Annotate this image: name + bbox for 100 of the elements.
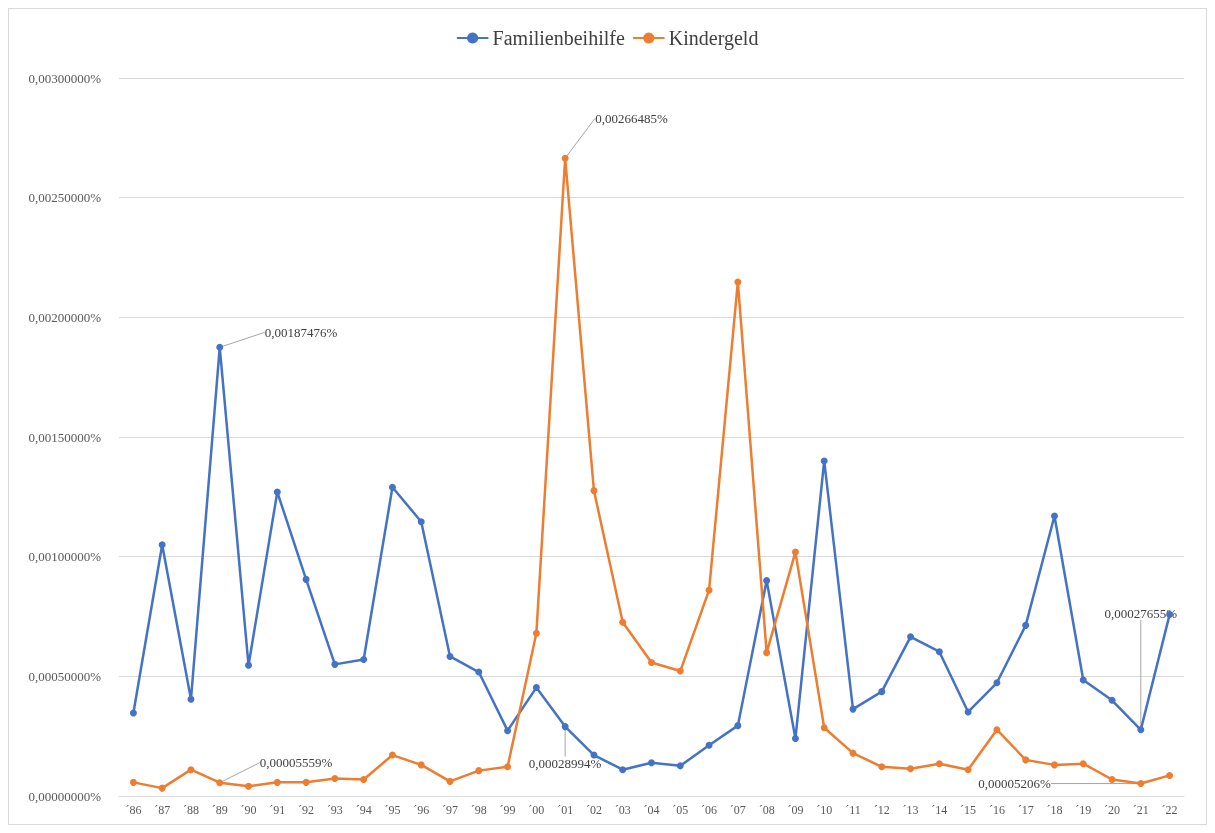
- point: [417, 761, 425, 769]
- point: [1022, 756, 1030, 764]
- point: [417, 518, 425, 526]
- point: [676, 667, 684, 675]
- point: [1137, 780, 1145, 788]
- x-tick-label: ´94: [355, 803, 372, 817]
- point: [129, 709, 137, 717]
- point: [1079, 676, 1087, 684]
- y-tick-label: 0,00000000%: [28, 788, 102, 804]
- point: [791, 735, 799, 743]
- x-tick-label: ´87: [154, 803, 171, 817]
- x-tick-label: ´16: [988, 803, 1005, 817]
- legend-label: Kindergeld: [668, 27, 759, 50]
- point: [1050, 512, 1058, 520]
- point: [302, 575, 310, 583]
- annotation: 0,00005206%: [978, 776, 1051, 792]
- x-tick-label: ´04: [643, 803, 660, 817]
- point: [820, 724, 828, 732]
- point: [216, 779, 224, 787]
- point: [331, 775, 339, 783]
- point: [532, 629, 540, 637]
- point: [791, 548, 799, 556]
- point: [245, 782, 253, 790]
- x-tick-label: ´01: [557, 803, 574, 817]
- point: [993, 726, 1001, 734]
- x-tick-label: ´13: [902, 803, 919, 817]
- point: [907, 765, 915, 773]
- x-tick-label: ´20: [1104, 803, 1121, 817]
- point: [388, 751, 396, 759]
- point: [648, 759, 655, 767]
- x-tick-label: ´95: [384, 803, 401, 817]
- point: [216, 343, 224, 351]
- point: [734, 278, 742, 286]
- x-tick-label: ´07: [729, 803, 746, 817]
- point: [158, 784, 166, 792]
- point: [619, 618, 627, 626]
- point: [648, 658, 655, 666]
- point: [993, 679, 1001, 687]
- x-tick-label: ´10: [816, 803, 833, 817]
- point: [532, 684, 540, 692]
- point: [1050, 761, 1058, 769]
- point: [964, 766, 972, 774]
- x-tick-label: ´86: [125, 803, 142, 817]
- x-tick-label: ´91: [269, 803, 286, 817]
- x-tick-label: ´08: [758, 803, 775, 817]
- x-tick-label: ´00: [528, 803, 545, 817]
- x-tick-label: ´18: [1046, 803, 1063, 817]
- point: [360, 775, 368, 783]
- x-tick-label: ´05: [672, 803, 689, 817]
- x-tick-label: ´92: [298, 803, 315, 817]
- annotation: 0,00028994%: [528, 755, 602, 771]
- point: [1166, 771, 1174, 779]
- legend-label: Familienbeihilfe: [492, 27, 625, 49]
- y-tick-label: 0,00150000%: [28, 429, 102, 445]
- point: [561, 723, 569, 731]
- x-tick-label: ´89: [211, 803, 228, 817]
- point: [475, 668, 483, 676]
- point: [935, 648, 943, 656]
- point: [1108, 775, 1116, 783]
- x-tick-label: ´19: [1075, 803, 1092, 817]
- point: [187, 766, 195, 774]
- point: [619, 766, 627, 774]
- annotation: 0,00005559%: [259, 755, 333, 771]
- point: [446, 652, 454, 660]
- point: [245, 661, 253, 669]
- point: [331, 660, 339, 668]
- x-tick-label: ´02: [585, 803, 602, 817]
- y-tick-label: 0,00050000%: [28, 668, 102, 684]
- point: [1079, 760, 1087, 768]
- x-tick-label: ´17: [1017, 803, 1034, 817]
- x-tick-label: ´93: [326, 803, 343, 817]
- y-tick-label: 0,00250000%: [28, 190, 102, 206]
- x-tick-label: ´98: [470, 803, 487, 817]
- point: [734, 722, 742, 730]
- point: [705, 741, 713, 749]
- point: [907, 633, 915, 641]
- point: [1137, 726, 1145, 734]
- x-tick-label: ´88: [182, 803, 199, 817]
- point: [1022, 621, 1030, 629]
- point: [1108, 696, 1116, 704]
- point: [763, 649, 771, 657]
- point: [705, 586, 713, 594]
- x-tick-label: ´06: [701, 803, 718, 817]
- point: [504, 727, 512, 735]
- point: [129, 778, 137, 786]
- point: [590, 487, 598, 495]
- point: [561, 154, 569, 162]
- x-tick-label: ´03: [614, 803, 631, 817]
- annotation: 0,00266485%: [595, 110, 668, 126]
- point: [187, 695, 195, 703]
- point: [763, 577, 771, 585]
- point: [935, 760, 943, 768]
- point: [820, 457, 828, 465]
- x-tick-label: ´14: [931, 803, 948, 817]
- x-tick-label: ´99: [499, 803, 516, 817]
- point: [475, 767, 483, 775]
- point: [388, 483, 396, 491]
- point: [878, 763, 886, 771]
- x-tick-label: ´12: [873, 803, 890, 817]
- x-tick-label: ´90: [240, 803, 257, 817]
